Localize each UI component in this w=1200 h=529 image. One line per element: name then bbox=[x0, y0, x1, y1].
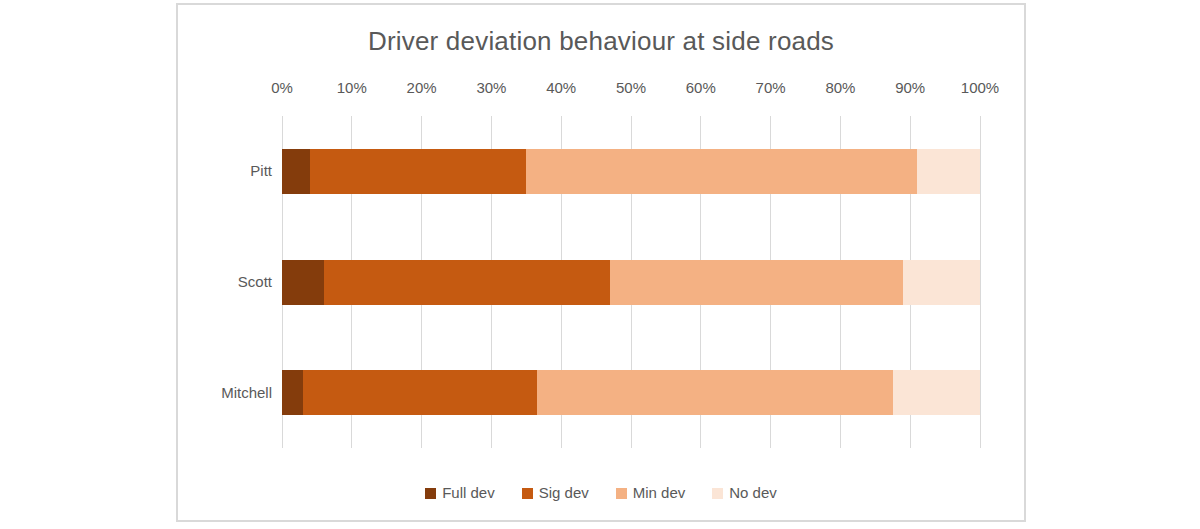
tick-label-10-: 10% bbox=[317, 79, 387, 97]
bar-segment-scott-sig-dev bbox=[324, 260, 610, 305]
tick-label-70-: 70% bbox=[736, 79, 806, 97]
bar-segment-pitt-no-dev bbox=[917, 149, 980, 194]
tick-label-0-: 0% bbox=[247, 79, 317, 97]
legend-swatch-full-dev bbox=[425, 488, 436, 499]
tick-label-60-: 60% bbox=[666, 79, 736, 97]
bar-segment-mitchell-min-dev bbox=[537, 370, 893, 415]
bar-segment-mitchell-full-dev bbox=[282, 370, 303, 415]
bar-scott bbox=[282, 260, 980, 305]
legend-item-min-dev: Min dev bbox=[616, 483, 686, 503]
tick-label-40-: 40% bbox=[526, 79, 596, 97]
bar-segment-mitchell-sig-dev bbox=[303, 370, 537, 415]
bar-segment-scott-min-dev bbox=[610, 260, 903, 305]
legend-swatch-no-dev bbox=[712, 488, 723, 499]
chart-inner: Driver deviation behaviour at side roads… bbox=[178, 5, 1024, 520]
tick-label-30-: 30% bbox=[456, 79, 526, 97]
tick-label-100-: 100% bbox=[945, 79, 1015, 97]
chart-container: Driver deviation behaviour at side roads… bbox=[176, 3, 1026, 522]
legend-label-sig-dev: Sig dev bbox=[539, 483, 589, 503]
tick-label-50-: 50% bbox=[596, 79, 666, 97]
legend-swatch-min-dev bbox=[616, 488, 627, 499]
category-label-mitchell: Mitchell bbox=[178, 383, 272, 403]
tick-label-20-: 20% bbox=[387, 79, 457, 97]
category-label-pitt: Pitt bbox=[178, 161, 272, 181]
plot-area bbox=[282, 116, 980, 448]
page-background: Driver deviation behaviour at side roads… bbox=[0, 0, 1200, 529]
bar-segment-scott-full-dev bbox=[282, 260, 324, 305]
legend-label-min-dev: Min dev bbox=[633, 483, 686, 503]
chart-title: Driver deviation behaviour at side roads bbox=[178, 26, 1024, 56]
bar-segment-pitt-full-dev bbox=[282, 149, 310, 194]
tick-label-90-: 90% bbox=[875, 79, 945, 97]
bar-mitchell bbox=[282, 370, 980, 415]
bar-segment-pitt-sig-dev bbox=[310, 149, 526, 194]
legend-item-sig-dev: Sig dev bbox=[522, 483, 589, 503]
bar-segment-pitt-min-dev bbox=[526, 149, 917, 194]
legend-item-full-dev: Full dev bbox=[425, 483, 495, 503]
legend-swatch-sig-dev bbox=[522, 488, 533, 499]
legend-item-no-dev: No dev bbox=[712, 483, 777, 503]
tick-label-80-: 80% bbox=[805, 79, 875, 97]
category-label-scott: Scott bbox=[178, 272, 272, 292]
bar-segment-mitchell-no-dev bbox=[893, 370, 980, 415]
bar-segment-scott-no-dev bbox=[903, 260, 980, 305]
bar-pitt bbox=[282, 149, 980, 194]
legend-label-full-dev: Full dev bbox=[442, 483, 495, 503]
legend: Full dev Sig dev Min dev No dev bbox=[178, 483, 1024, 503]
legend-label-no-dev: No dev bbox=[729, 483, 777, 503]
